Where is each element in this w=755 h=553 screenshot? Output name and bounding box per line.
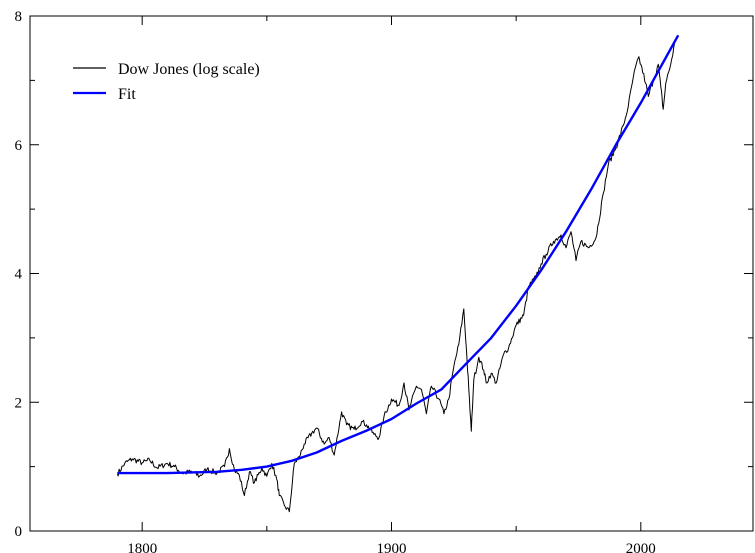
y-tick-label: 6 (15, 138, 23, 154)
y-tick-label: 2 (15, 395, 23, 411)
legend-label-fit: Fit (118, 86, 136, 103)
y-tick-label: 4 (15, 267, 23, 283)
series-dow-jones (116, 38, 677, 513)
series-fit (117, 34, 680, 475)
series-line-dow-jones (116, 38, 677, 513)
legend: Dow Jones (log scale) Fit (73, 61, 260, 103)
x-tick-label: 1900 (377, 541, 407, 553)
y-tick-label: 8 (15, 9, 23, 25)
y-tick-label: 0 (15, 524, 23, 540)
axis-ticks (30, 15, 753, 532)
series-layer (116, 34, 680, 513)
x-tick-label: 2000 (626, 541, 656, 553)
legend-label-dow-jones: Dow Jones (log scale) (118, 61, 260, 78)
x-tick-label: 1800 (127, 541, 157, 553)
axis-tick-labels: 1800 1900 2000 0 2 4 6 8 (15, 9, 656, 553)
plot-frame (29, 15, 754, 532)
series-line-fit (117, 34, 680, 475)
